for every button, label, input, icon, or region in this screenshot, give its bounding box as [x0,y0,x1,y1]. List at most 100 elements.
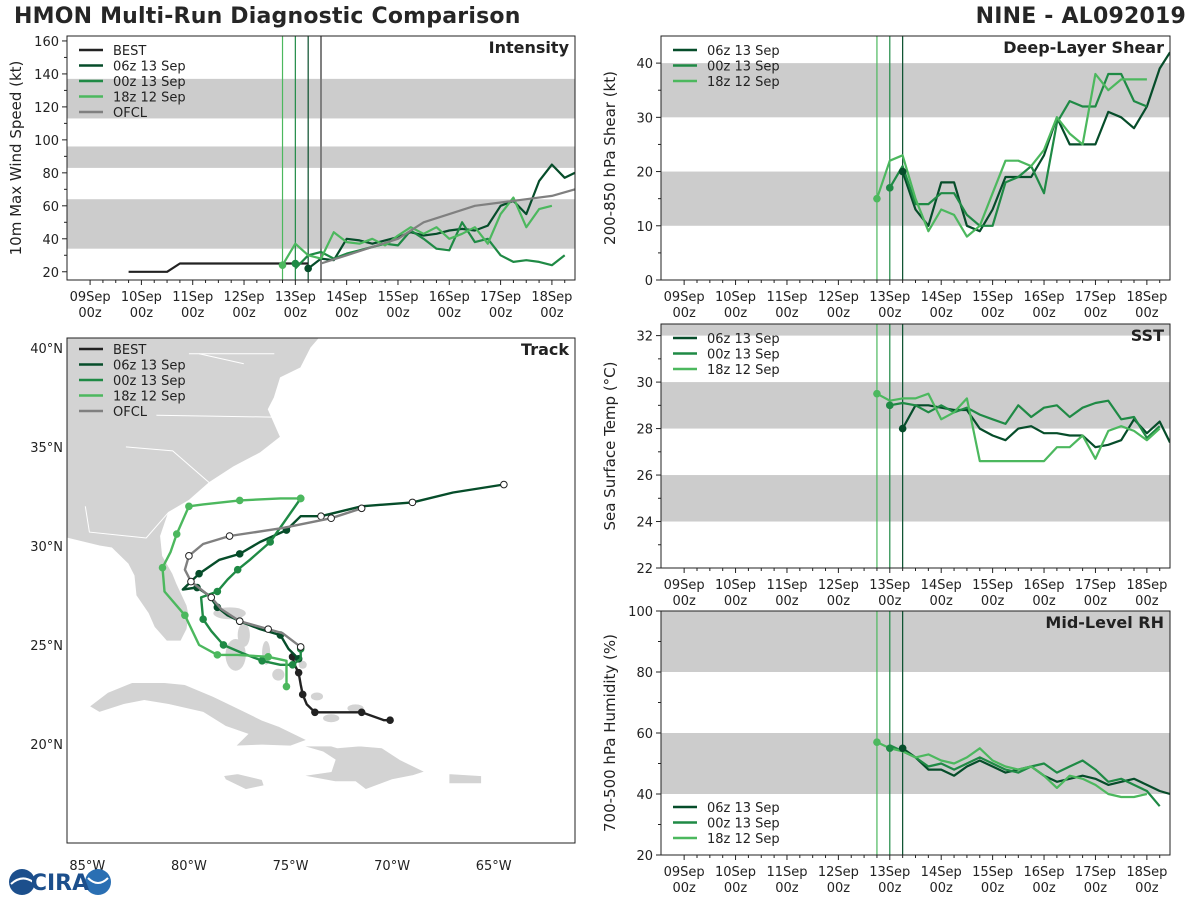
intensity-xtick-label-hour: 00z [130,306,154,321]
shear-ytick-label: 30 [636,111,653,126]
intensity-ytick-label: 40 [42,233,59,248]
shear-series-18z-12-sep [875,72,1147,238]
rh-ytick-label: 80 [636,666,653,681]
shear-xtick-label-day: 18Sep [1126,290,1167,305]
rh-xtick-label-day: 14Sep [921,865,962,880]
rh-series-18z-12-sep [876,741,1148,799]
logo-swoosh-icon [10,877,34,885]
track-legend-label: OFCL [113,405,148,420]
rh-init-point-2 [873,738,881,746]
intensity-plot-area [67,36,575,280]
track-point [158,563,167,572]
track-lon-label: 75°W [273,859,309,874]
intensity-legend-label: BEST [113,44,146,59]
rh-ytick-label: 100 [628,605,653,620]
track-point [225,532,234,540]
state-border-2 [156,414,279,418]
state-border-0 [84,506,169,539]
shear-plot-area [661,36,1170,280]
track-lat-label: 30°N [30,540,63,555]
intensity-xtick-label-hour: 00z [335,306,359,321]
intensity-legend-label: 00z 13 Sep [113,75,186,90]
rh-xtick-label-day: 09Sep [664,865,705,880]
intensity-xtick-label-hour: 00z [181,306,205,321]
panel-intensity: 2040608010012014016009Sep00z10Sep00z11Se… [7,35,576,321]
shear-band-1 [661,63,1170,118]
track-lon-label: 65°W [476,859,512,874]
shear-xtick-label-day: 17Sep [1075,290,1116,305]
shear-legend-label: 06z 13 Sep [707,44,780,59]
shear-xtick-label-day: 16Sep [1024,290,1065,305]
sst-xtick-label-day: 18Sep [1126,578,1167,593]
sst-plot-area [661,324,1170,568]
track-line-06z-13-sep [181,483,505,660]
intensity-xtick-label-hour: 00z [540,306,564,321]
intensity-xtick-label-day: 13Sep [275,290,316,305]
shear-xtick-label-hour: 00z [827,306,851,321]
land-bahamas-1 [237,623,250,647]
track-lat-label: 20°N [30,738,63,753]
rh-legend-label: 00z 13 Sep [707,817,780,832]
rh-series-00z-13-sep [889,744,1161,807]
shear-ytick-label: 10 [636,220,653,235]
track-legend-label: 06z 13 Sep [113,359,186,374]
intensity-ytick-label: 80 [42,167,59,182]
intensity-xtick-label-hour: 00z [78,306,102,321]
intensity-series-18z-12-sep [281,196,553,266]
sst-xtick-label-hour: 00z [878,594,902,609]
track-point [298,690,307,699]
intensity-ytick-label: 60 [42,200,59,215]
rh-xtick-label-day: 17Sep [1075,865,1116,880]
rh-legend-label: 06z 13 Sep [707,801,780,816]
shear-xtick-label-hour: 00z [878,306,902,321]
sst-xtick-label-day: 16Sep [1024,578,1065,593]
track-point [317,512,325,521]
rh-xtick-label-hour: 00z [1135,881,1159,896]
shear-xtick-label-day: 10Sep [715,290,756,305]
sst-xtick-label-day: 14Sep [921,578,962,593]
land-bahamas-6 [310,692,324,701]
intensity-xtick-label-day: 16Sep [429,290,470,305]
track-point [357,504,366,513]
sst-band-2 [661,324,1170,336]
shear-xtick-label-hour: 00z [775,306,799,321]
track-lat-label: 25°N [30,639,63,654]
sst-legend-label: 06z 13 Sep [707,332,780,347]
track-point [357,708,366,717]
track-point [288,660,297,669]
track-point [233,565,242,574]
shear-ytick-label: 40 [636,57,653,72]
panel-track: 85°W 80°W 75°W 70°W 65°W40°N35°N30°N25°N20°N… [30,337,576,874]
sst-xtick-label-day: 10Sep [715,578,756,593]
shear-ytick-label: 20 [636,166,653,181]
sst-xtick-label-hour: 00z [1135,594,1159,609]
cira-logo: CIRA [9,869,111,896]
rh-ytick-label: 40 [636,788,653,803]
shear-ylabel: 200-850 hPa Shear (kt) [601,71,619,245]
land-hispaniola [302,745,426,790]
track-point [235,550,244,558]
cira-logo-icon [9,869,111,895]
track-point [264,625,272,633]
shear-init-point-2 [873,194,881,203]
shear-xtick-label-day: 11Sep [766,290,807,305]
sst-xtick-label-hour: 00z [827,594,851,609]
rh-xtick-label-hour: 00z [827,881,851,896]
track-point [219,641,228,649]
sst-band-0 [661,475,1170,522]
track-point [181,611,189,620]
shear-init-point-0 [898,167,907,176]
rh-xtick-label-hour: 00z [775,881,799,896]
sst-ytick-label: 22 [636,562,653,577]
sst-xtick-label-day: 15Sep [972,578,1013,593]
rh-plot-area [661,611,1170,855]
land-bahamas-4 [272,668,285,681]
sst-legend-label: 00z 13 Sep [707,348,780,363]
rh-band-1 [661,611,1170,672]
track-line-00z-13-sep [199,497,302,666]
shear-legend-label: 00z 13 Sep [707,60,780,75]
track-lat-label: 40°N [30,342,63,357]
shear-xtick-label-day: 09Sep [664,290,705,305]
sst-ytick-label: 26 [636,469,653,484]
